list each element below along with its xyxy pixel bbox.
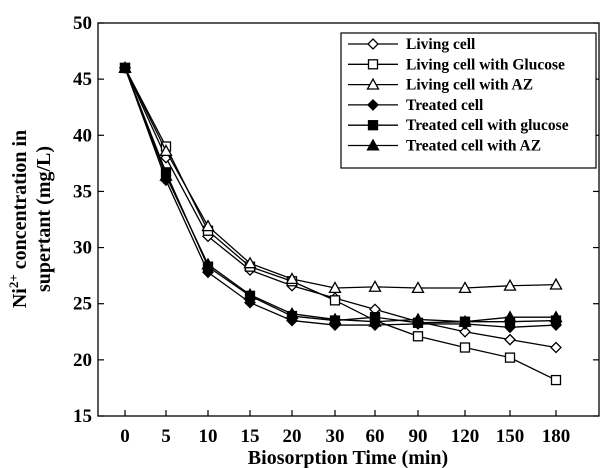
y-tick-label: 45	[73, 69, 92, 90]
x-tick-label: 120	[451, 426, 480, 447]
legend-label: Treated cell with glucose	[406, 117, 569, 134]
plot-marks	[118, 61, 563, 386]
legend-marker	[367, 59, 379, 70]
y-axis-title-line-2: supertant (mg/L)	[33, 146, 55, 292]
x-tick-label: 180	[542, 426, 571, 447]
data-point	[243, 256, 257, 269]
data-point	[285, 272, 299, 285]
data-point	[411, 281, 425, 294]
data-point	[328, 281, 342, 294]
y-axis-title-superscript: 2+	[6, 274, 21, 288]
data-point	[550, 374, 562, 386]
data-point	[411, 312, 425, 325]
legend-entry: Treated cell with glucose	[348, 117, 569, 134]
series-6	[118, 61, 563, 327]
legend-entry: Living cell	[348, 36, 476, 53]
y-tick-label: 40	[73, 125, 92, 146]
data-point	[201, 219, 215, 232]
legend-marker	[367, 38, 379, 50]
legend-label: Living cell	[406, 36, 476, 53]
data-point	[503, 310, 517, 323]
legend-label: Living cell with AZ	[406, 77, 533, 94]
y-tick-label: 35	[73, 181, 92, 202]
data-point	[159, 144, 173, 157]
legend-entries: Living cell Living cell with Glucose Livin…	[348, 36, 569, 155]
legend-entry: Treated cell with AZ	[348, 138, 541, 155]
y-axis-title-line1-text: concentration in	[9, 130, 31, 269]
data-point	[159, 168, 173, 181]
data-point	[503, 278, 517, 291]
data-point	[549, 310, 563, 323]
data-point	[504, 333, 516, 346]
x-axis-title: Biosorption Time (min)	[248, 447, 448, 468]
data-point	[243, 287, 257, 300]
legend-entry: Living cell with Glucose	[348, 56, 565, 73]
data-point	[504, 352, 516, 363]
x-tick-label: 5	[161, 426, 171, 447]
x-tick-label: 15	[241, 426, 260, 447]
data-point	[368, 280, 382, 292]
data-point	[459, 342, 471, 353]
x-tick-label: 60	[366, 426, 385, 447]
y-tick-label: 20	[73, 350, 92, 371]
data-point	[458, 281, 472, 294]
legend-label: Living cell with Glucose	[406, 56, 565, 73]
y-tick-label: 25	[73, 294, 92, 315]
data-point	[329, 295, 341, 306]
legend-marker	[366, 77, 380, 90]
legend-marker	[367, 98, 379, 111]
x-tick-label: 150	[496, 426, 525, 447]
data-point	[368, 314, 382, 327]
legend-marker	[366, 138, 380, 151]
y-axis-title: Ni2+ concentration in supertant (mg/L)	[6, 130, 55, 308]
data-point	[118, 61, 132, 73]
data-point	[458, 314, 472, 327]
data-point	[412, 331, 424, 342]
y-tick-label: 15	[73, 406, 92, 427]
y-axis-title-prefix: Ni	[9, 288, 31, 308]
data-point	[549, 277, 563, 290]
axis-ticks: 15 20 25 30 35 40 45 50 0 5 10 15 20 30 60 90 120 150 180	[73, 13, 599, 447]
x-tick-label: 20	[283, 426, 302, 447]
legend-label: Treated cell	[406, 97, 484, 114]
legend-marker	[367, 120, 379, 131]
plot-frame	[97, 22, 600, 417]
legend: Living cell Living cell with Glucose Livin…	[340, 32, 597, 169]
data-point	[285, 306, 299, 319]
x-tick-label: 30	[326, 426, 345, 447]
x-tick-label: 90	[409, 426, 428, 447]
x-tick-label: 0	[120, 426, 130, 447]
legend-entry: Treated cell	[348, 97, 484, 114]
y-axis-title-line-1: Ni2+ concentration in	[6, 130, 31, 308]
data-point	[201, 257, 215, 270]
x-tick-label: 10	[199, 426, 218, 447]
y-tick-label: 30	[73, 238, 92, 259]
legend-label: Treated cell with AZ	[406, 138, 541, 155]
data-point	[328, 312, 342, 325]
data-point	[550, 341, 562, 354]
legend-entry: Living cell with AZ	[348, 77, 533, 94]
data-point	[459, 325, 471, 338]
y-tick-label: 50	[73, 13, 92, 34]
